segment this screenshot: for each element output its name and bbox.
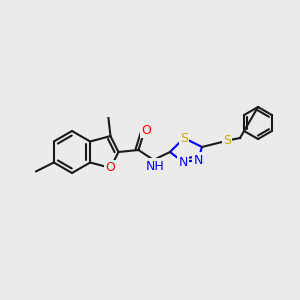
Text: N: N	[193, 154, 203, 166]
Text: S: S	[180, 131, 188, 145]
Text: N: N	[178, 155, 188, 169]
Text: O: O	[106, 161, 116, 174]
Text: S: S	[223, 134, 231, 146]
Text: O: O	[142, 124, 152, 136]
Text: NH: NH	[146, 160, 165, 172]
